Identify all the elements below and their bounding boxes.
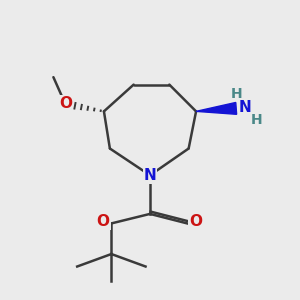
Text: O: O	[59, 96, 72, 111]
Polygon shape	[196, 103, 237, 114]
Text: N: N	[238, 100, 251, 115]
Text: H: H	[250, 113, 262, 127]
Text: O: O	[97, 214, 110, 230]
Text: O: O	[189, 214, 202, 230]
Text: N: N	[144, 168, 156, 183]
Text: H: H	[231, 87, 243, 101]
